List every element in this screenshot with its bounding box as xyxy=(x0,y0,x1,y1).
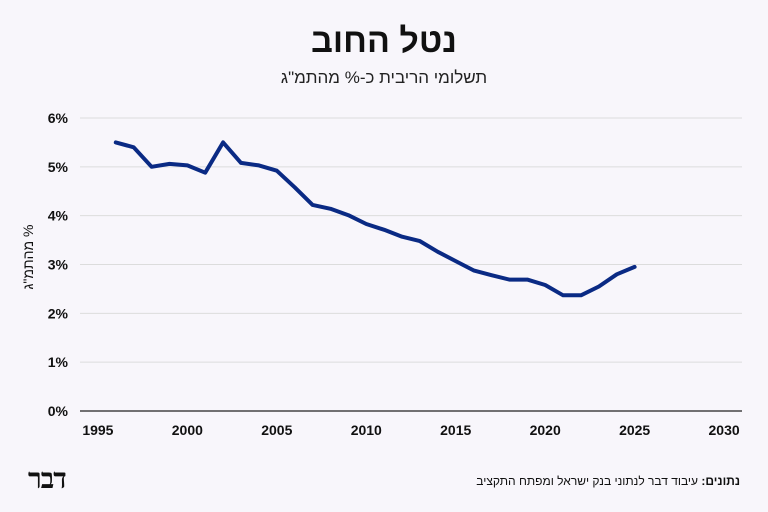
x-tick-label: 2030 xyxy=(709,422,740,438)
grid-lines xyxy=(80,117,742,412)
series-line-0 xyxy=(113,140,637,298)
x-tick-label: 2010 xyxy=(351,422,382,438)
y-tick-label: 1% xyxy=(48,354,69,370)
x-tick-label: 2000 xyxy=(172,422,203,438)
y-tick-label: 2% xyxy=(48,305,69,321)
x-tick-label: 2005 xyxy=(261,422,292,438)
source-note: נתונים: עיבוד דבר לנתוני בנק ישראל ומפתח… xyxy=(476,474,740,488)
x-tick-label: 2015 xyxy=(440,422,471,438)
y-tick-label: 6% xyxy=(48,110,69,126)
y-tick-label: 5% xyxy=(48,159,69,175)
publisher-logo: דבר xyxy=(28,462,67,495)
x-tick-label: 2025 xyxy=(619,422,650,438)
chart-subtitle: תשלומי הריבית כ-% מהתמ"ג xyxy=(280,68,488,87)
x-tick-labels: 1995 2000 2005 2010 2015 2020 2025 2030 xyxy=(82,422,740,438)
series-lines xyxy=(113,140,637,298)
x-tick-label: 2020 xyxy=(530,422,561,438)
y-tick-label: 4% xyxy=(48,208,69,224)
x-tick-label: 1995 xyxy=(82,422,113,438)
y-tick-label: 0% xyxy=(48,403,69,419)
y-tick-label: 3% xyxy=(48,257,69,273)
y-tick-labels: 0% 1% 2% 3% 4% 5% 6% xyxy=(48,110,69,419)
chart-title: נטל החוב xyxy=(311,22,457,60)
source-label: נתונים: xyxy=(701,474,740,488)
source-text: עיבוד דבר לנתוני בנק ישראל ומפתח התקציב xyxy=(476,474,699,488)
